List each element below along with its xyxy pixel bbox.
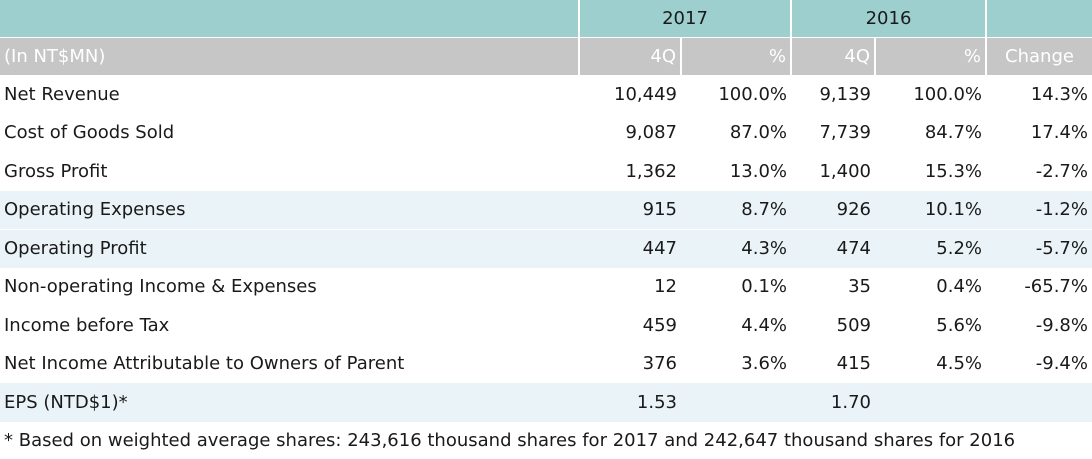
cell-4q-2016: 9,139 — [819, 83, 871, 105]
cell-4q-2017: 447 — [579, 229, 681, 268]
cell-change: 17.4% — [1030, 122, 1088, 144]
cell-pct-2017 — [681, 383, 791, 422]
cell-change: -65.7% — [1024, 276, 1088, 298]
cell-change — [986, 383, 1092, 422]
col-header-pct-2017: % — [680, 36, 791, 75]
cell-4q-2016: 1,400 — [819, 160, 871, 182]
income-statement-table: 2017 2016 (In NT$MN) 4Q % 4Q % Change Ne… — [0, 0, 1092, 422]
cell-change: -1.2% — [986, 190, 1092, 230]
year-header-2017: 2017 — [578, 0, 791, 37]
table-row: Non-operating Income & Expenses 12 0.1% … — [0, 268, 1092, 307]
row-label: Net Income Attributable to Owners of Par… — [4, 353, 405, 375]
cell-pct-2016: 0.4% — [936, 276, 982, 298]
row-label: Net Revenue — [4, 83, 120, 105]
cell-4q-2016: 35 — [848, 276, 871, 298]
cell-4q-2016: 1.70 — [791, 383, 875, 422]
cell-pct-2017: 4.4% — [741, 314, 787, 336]
cell-4q-2017: 9,087 — [625, 122, 677, 144]
cell-change: -2.7% — [1035, 160, 1088, 182]
cell-4q-2016: 7,739 — [819, 122, 871, 144]
col-header-4q-2016: 4Q — [790, 36, 875, 75]
table-row: Net Income Attributable to Owners of Par… — [0, 345, 1092, 384]
cell-pct-2017: 0.1% — [741, 276, 787, 298]
cell-change: -9.8% — [1035, 314, 1088, 336]
cell-pct-2016: 5.2% — [875, 229, 986, 268]
year-header-row: 2017 2016 — [0, 0, 1092, 37]
cell-4q-2017: 459 — [642, 314, 677, 336]
cell-change: -9.4% — [1035, 353, 1088, 375]
cell-4q-2016: 509 — [836, 314, 871, 336]
cell-4q-2016: 474 — [791, 229, 875, 268]
cell-change: -5.7% — [986, 229, 1092, 268]
cell-4q-2017: 1,362 — [625, 160, 677, 182]
cell-pct-2017: 3.6% — [741, 353, 787, 375]
row-label: Income before Tax — [4, 314, 170, 336]
cell-change: 14.3% — [1030, 83, 1088, 105]
year-header-change-blank — [985, 0, 1092, 37]
row-label: Operating Expenses — [0, 190, 579, 230]
cell-pct-2017: 13.0% — [729, 160, 787, 182]
cell-4q-2017: 12 — [654, 276, 677, 298]
row-label: Gross Profit — [4, 160, 108, 182]
cell-pct-2016 — [875, 383, 986, 422]
table-row: Cost of Goods Sold 9,087 87.0% 7,739 84.… — [0, 114, 1092, 153]
cell-pct-2017: 4.3% — [681, 229, 791, 268]
cell-4q-2017: 915 — [579, 190, 681, 230]
col-header-4q-2017: 4Q — [578, 36, 681, 75]
cell-pct-2016: 5.6% — [936, 314, 982, 336]
cell-pct-2016: 100.0% — [913, 83, 982, 105]
cell-4q-2016: 926 — [791, 190, 875, 230]
row-label: Non-operating Income & Expenses — [4, 276, 317, 298]
cell-pct-2016: 84.7% — [924, 122, 982, 144]
cell-pct-2017: 100.0% — [718, 83, 787, 105]
year-header-blank — [0, 0, 579, 37]
cell-4q-2017: 376 — [642, 353, 677, 375]
table-row: Income before Tax 459 4.4% 509 5.6% -9.8… — [0, 306, 1092, 345]
table-row: Operating Profit 447 4.3% 474 5.2% -5.7% — [0, 229, 1092, 268]
cell-4q-2016: 415 — [836, 353, 871, 375]
table-row: Net Revenue 10,449 100.0% 9,139 100.0% 1… — [0, 75, 1092, 114]
row-label: Cost of Goods Sold — [4, 122, 175, 144]
table-row: Gross Profit 1,362 13.0% 1,400 15.3% -2.… — [0, 152, 1092, 191]
cell-4q-2017: 1.53 — [579, 383, 681, 422]
cell-pct-2016: 15.3% — [924, 160, 982, 182]
col-header-change: Change — [985, 36, 1092, 75]
cell-pct-2016: 4.5% — [936, 353, 982, 375]
cell-4q-2017: 10,449 — [614, 83, 677, 105]
row-label: Operating Profit — [0, 229, 579, 268]
cell-pct-2017: 8.7% — [681, 190, 791, 230]
col-header-pct-2016: % — [874, 36, 986, 75]
unit-label: (In NT$MN) — [0, 36, 579, 75]
footnote: * Based on weighted average shares: 243,… — [4, 429, 1016, 451]
row-label: EPS (NTD$1)* — [0, 383, 579, 422]
column-header-row: (In NT$MN) 4Q % 4Q % Change — [0, 36, 1092, 75]
table-row: Operating Expenses 915 8.7% 926 10.1% -1… — [0, 190, 1092, 230]
cell-pct-2016: 10.1% — [875, 190, 986, 230]
cell-pct-2017: 87.0% — [729, 122, 787, 144]
table-row: EPS (NTD$1)* 1.53 1.70 — [0, 383, 1092, 422]
year-header-2016: 2016 — [790, 0, 986, 37]
